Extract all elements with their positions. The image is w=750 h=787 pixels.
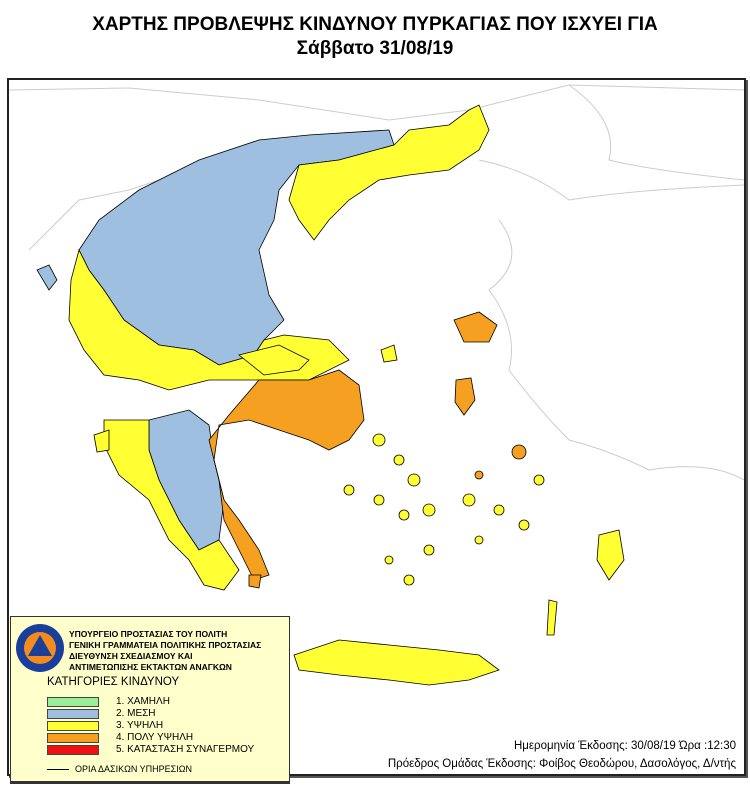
legend-item-high: 3. ΥΨΗΛΗ xyxy=(47,720,163,731)
legend-label: 2. ΜΕΣΗ xyxy=(116,708,156,719)
region-high-thrace xyxy=(288,104,490,241)
region-high-karpathos xyxy=(546,599,558,636)
legend-label: 5. ΚΑΤΑΣΤΑΣΗ ΣΥΝΑΓΕΡΜΟΥ xyxy=(116,744,255,755)
fire-risk-map xyxy=(9,84,744,686)
swatch xyxy=(47,708,99,719)
region-high-rhodes xyxy=(596,529,625,581)
region-very-high-attica xyxy=(208,369,365,581)
risk-regions xyxy=(36,104,625,686)
boundary-line-icon xyxy=(47,768,69,770)
legend-label: 4. ΠΟΛΥ ΥΨΗΛΗ xyxy=(116,732,194,743)
region-high-crete xyxy=(293,639,500,686)
legend-boundary: ΟΡΙΑ ΔΑΣΙΚΩΝ ΥΠΗΡΕΣΙΩΝ xyxy=(47,764,192,774)
region-medium-corfu xyxy=(36,264,58,291)
region-very-high-kythira xyxy=(248,574,262,589)
legend-label: ΟΡΙΑ ΔΑΣΙΚΩΝ ΥΠΗΡΕΣΙΩΝ xyxy=(75,764,192,774)
legend-item-very-high: 4. ΠΟΛΥ ΥΨΗΛΗ xyxy=(47,732,193,743)
swatch xyxy=(47,720,99,731)
region-high-limnos xyxy=(380,344,398,363)
org-line: ΑΝΤΙΜΕΤΩΠΙΣΗΣ ΕΚΤΑΚΤΩΝ ΑΝΑΓΚΩΝ xyxy=(69,662,232,672)
org-line: ΔΙΕΥΘΥΝΣΗ ΣΧΕΔΙΑΣΜΟΥ ΚΑΙ xyxy=(69,651,193,661)
legend: ΥΠΟΥΡΓΕΙΟ ΠΡΟΣΤΑΣΙΑΣ ΤΟΥ ΠΟΛΙΤΗ ΓΕΝΙΚΗ Γ… xyxy=(10,616,290,782)
issue-author: Πρόεδρος Ομάδας Έκδοσης: Φοίβος Θεοδώρου… xyxy=(387,758,736,770)
map-date: Σάββατο 31/08/19 xyxy=(296,38,454,59)
region-high-peloponnese xyxy=(103,419,240,591)
legend-item-alert: 5. ΚΑΤΑΣΤΑΣΗ ΣΥΝΑΓΕΡΜΟΥ xyxy=(47,744,254,755)
region-very-high-chios xyxy=(454,377,476,416)
legend-item-low: 1. ΧΑΜΗΛΗ xyxy=(47,696,170,707)
legend-label: 3. ΥΨΗΛΗ xyxy=(116,720,164,731)
orange-islands xyxy=(474,444,527,480)
region-high-evia xyxy=(238,344,310,376)
map-title: ΧΑΡΤΗΣ ΠΡΟΒΛΕΨΗΣ ΚΙΝΔΥΝΟΥ ΠΥΡΚΑΓΙΑΣ ΠΟΥ … xyxy=(92,14,658,35)
categories-title: ΚΑΤΗΓΟΡΙΕΣ ΚΙΝΔΥΝΟΥ xyxy=(47,676,180,688)
org-line: ΥΠΟΥΡΓΕΙΟ ΠΡΟΣΤΑΣΙΑΣ ΤΟΥ ΠΟΛΙΤΗ xyxy=(69,629,228,639)
region-high-kefalonia xyxy=(93,429,110,453)
swatch xyxy=(47,744,99,755)
legend-label: 1. ΧΑΜΗΛΗ xyxy=(116,696,170,707)
region-very-high-lesvos xyxy=(453,311,498,343)
region-medium-peloponnese xyxy=(148,409,225,551)
organization-name: ΥΠΟΥΡΓΕΙΟ ΠΡΟΣΤΑΣΙΑΣ ΤΟΥ ΠΟΛΙΤΗ ΓΕΝΙΚΗ Γ… xyxy=(69,629,261,673)
swatch xyxy=(47,732,99,743)
cyclades-dodecanese-islands xyxy=(343,433,545,586)
org-line: ΓΕΝΙΚΗ ΓΡΑΜΜΑΤΕΙΑ ΠΟΛΙΤΙΚΗΣ ΠΡΟΣΤΑΣΙΑΣ xyxy=(69,640,262,650)
swatch xyxy=(47,696,99,707)
issue-date: Ημερομηνία Έκδοσης: 30/08/19 Ώρα :12:30 xyxy=(514,740,736,752)
civil-protection-logo-icon xyxy=(16,624,64,672)
legend-item-medium: 2. ΜΕΣΗ xyxy=(47,708,156,719)
